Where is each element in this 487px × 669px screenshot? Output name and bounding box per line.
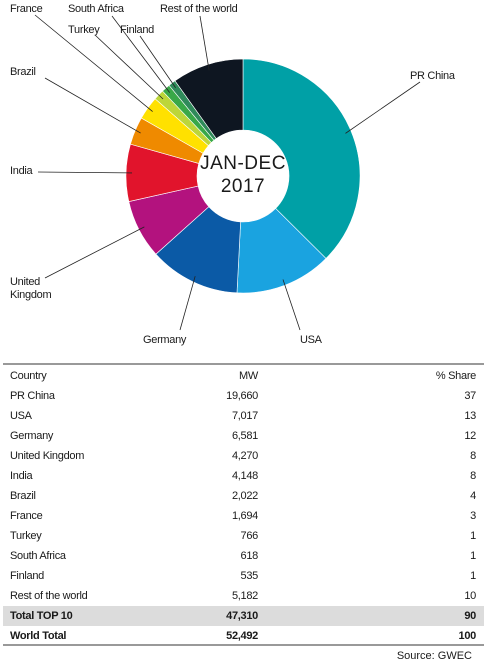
table-cell: 52,492	[226, 630, 258, 642]
table-cell: 2,022	[231, 490, 258, 502]
table-cell: 10	[464, 590, 476, 602]
table-row: Turkey 766 1	[3, 526, 484, 546]
table-row: USA 7,017 13	[3, 406, 484, 426]
table-cell: 47,310	[226, 610, 258, 622]
slice-label: Turkey	[68, 24, 100, 36]
table-cell: 5,182	[231, 590, 258, 602]
table-cell: 766	[240, 530, 259, 542]
table-cell: Country	[10, 370, 47, 382]
leader-line	[94, 34, 164, 100]
table-cell: Turkey	[10, 530, 42, 542]
slice-label: United Kingdom	[10, 276, 52, 301]
slice-label: South Africa	[68, 3, 124, 15]
table-row: Brazil 2,022 4	[3, 486, 484, 506]
table-cell: 4,270	[231, 450, 258, 462]
table-cell: Rest of the world	[10, 590, 88, 602]
slice-label: USA	[300, 334, 322, 346]
leader-line	[199, 15, 210, 71]
slice-label: PR China	[410, 70, 455, 82]
table-cell: Finland	[10, 570, 44, 582]
table-cell: 6,581	[231, 430, 258, 442]
table-cell: Brazil	[10, 490, 36, 502]
leader-line	[139, 35, 176, 89]
table-cell: PR China	[10, 390, 55, 402]
table-cell: 19,660	[226, 390, 258, 402]
table-cell: 535	[240, 570, 259, 582]
leader-line	[282, 279, 301, 331]
center-label: 2017	[220, 176, 266, 197]
center-label: JAN-DEC	[200, 153, 286, 174]
table-cell: 7,017	[231, 410, 258, 422]
table-row: India 4,148 8	[3, 466, 484, 486]
table-cell: United Kingdom	[10, 450, 85, 462]
table-cell: 3	[470, 510, 476, 522]
leader-line	[44, 226, 145, 279]
table-cell: 1	[470, 530, 476, 542]
table-row: Total TOP 10 47,310 90	[3, 606, 484, 626]
leader-line	[179, 276, 196, 331]
slice-label: Germany	[143, 334, 187, 346]
table-cell: MW	[239, 370, 258, 382]
leader-line	[37, 171, 133, 174]
table-row: South Africa 618 1	[3, 546, 484, 566]
table-cell: 618	[240, 550, 259, 562]
leader-line	[44, 77, 141, 134]
slice-label: India	[10, 165, 33, 177]
source: Source: GWEC	[396, 650, 472, 662]
table-row: France 1,694 3	[3, 506, 484, 526]
table-row: Finland 535 1	[3, 566, 484, 586]
leader-line	[111, 15, 171, 93]
table-cell: World Total	[10, 630, 67, 642]
table-cell: 13	[464, 410, 476, 422]
table-cell: 1	[470, 550, 476, 562]
table-cell: 4	[470, 490, 476, 502]
table-row: World Total 52,492 100	[3, 626, 484, 646]
slice	[174, 58, 244, 139]
leader-line	[345, 81, 421, 134]
slice-label: Rest of the world	[160, 3, 238, 15]
table-header: Country MW % Share	[3, 366, 484, 386]
table-row: Rest of the world 5,182 10	[3, 586, 484, 606]
table-cell: France	[10, 510, 43, 522]
table-cell: 8	[470, 450, 476, 462]
leader-line	[34, 14, 153, 112]
table-cell: Germany	[10, 430, 54, 442]
table-cell: 12	[464, 430, 476, 442]
table-cell: 4,148	[231, 470, 258, 482]
table-row: United Kingdom 4,270 8	[3, 446, 484, 466]
table-cell: Total TOP 10	[10, 610, 73, 622]
table-cell: India	[10, 470, 33, 482]
table-cell: % Share	[435, 370, 476, 382]
table-cell: South Africa	[10, 550, 66, 562]
table-cell: 1,694	[231, 510, 258, 522]
table-row: Germany 6,581 12	[3, 426, 484, 446]
table-cell: 8	[470, 470, 476, 482]
slice-label: Brazil	[10, 66, 36, 78]
table-cell: 1	[470, 570, 476, 582]
slice-label: Finland	[120, 24, 154, 36]
table-cell: 37	[464, 390, 476, 402]
table-row: PR China 19,660 37	[3, 386, 484, 406]
table-cell: USA	[10, 410, 32, 422]
slice	[242, 58, 361, 259]
slice-label: France	[10, 3, 43, 15]
table-cell: 90	[464, 610, 476, 622]
table-cell: 100	[458, 630, 477, 642]
